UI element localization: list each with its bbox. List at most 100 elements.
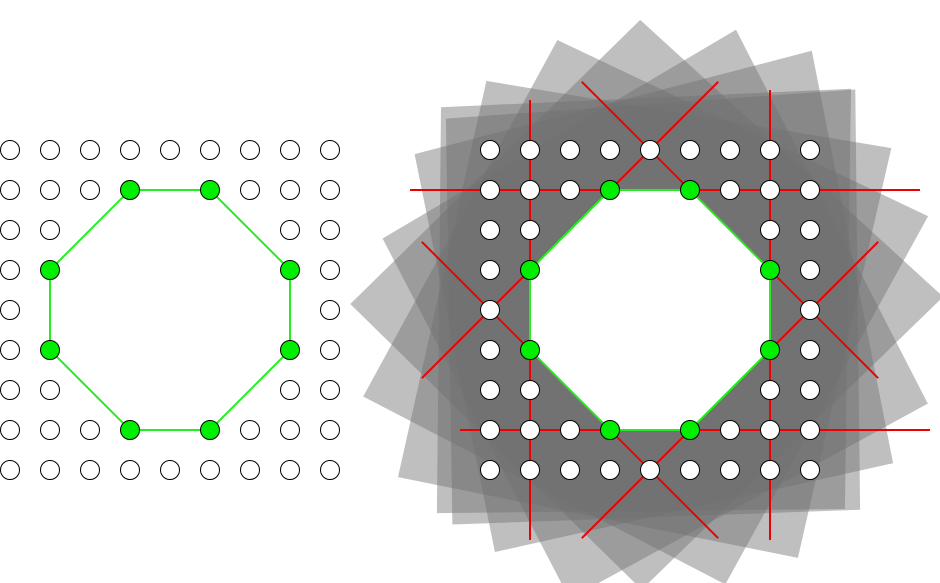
left-grid-dot xyxy=(280,460,300,480)
left-vertex-dot xyxy=(120,420,140,440)
left-grid-dot xyxy=(160,460,180,480)
right-grid-dot xyxy=(720,180,740,200)
left-grid-dot xyxy=(200,140,220,160)
right-grid-dot xyxy=(720,460,740,480)
left-grid-dot xyxy=(40,180,60,200)
left-grid-dot xyxy=(320,180,340,200)
left-grid-dot xyxy=(0,380,20,400)
left-grid-dot xyxy=(80,140,100,160)
left-grid-dot xyxy=(80,180,100,200)
right-grid-dot xyxy=(760,220,780,240)
right-grid-dot xyxy=(800,140,820,160)
right-grid-dot xyxy=(800,420,820,440)
left-grid-dot xyxy=(0,420,20,440)
left-grid-dot xyxy=(280,420,300,440)
right-grid-dot xyxy=(560,460,580,480)
left-grid-dot xyxy=(0,220,20,240)
right-grid-dot xyxy=(680,460,700,480)
left-dot-grid xyxy=(0,140,340,480)
left-grid-dot xyxy=(40,460,60,480)
left-grid-dot xyxy=(280,380,300,400)
left-grid-dot xyxy=(160,140,180,160)
left-octagon xyxy=(49,189,291,431)
left-grid-dot xyxy=(280,140,300,160)
left-vertex-dot xyxy=(40,340,60,360)
right-grid-dot xyxy=(640,140,660,160)
left-grid-dot xyxy=(320,460,340,480)
right-grid-dot xyxy=(640,460,660,480)
left-grid-dot xyxy=(0,140,20,160)
left-grid-dot xyxy=(240,460,260,480)
right-grid-dot xyxy=(800,340,820,360)
right-grid-dot xyxy=(520,420,540,440)
left-grid-dot xyxy=(40,380,60,400)
right-grid-dot xyxy=(480,260,500,280)
left-grid-dot xyxy=(280,220,300,240)
right-grid-dot xyxy=(560,420,580,440)
right-grid-dot xyxy=(520,220,540,240)
left-grid-dot xyxy=(120,140,140,160)
right-dot-grid xyxy=(480,140,820,480)
right-grid-dot xyxy=(800,380,820,400)
right-grid-dot xyxy=(680,140,700,160)
left-grid-dot xyxy=(40,220,60,240)
right-grid-dot xyxy=(520,460,540,480)
right-grid-dot xyxy=(760,460,780,480)
left-grid-dot xyxy=(0,180,20,200)
right-grid-dot xyxy=(480,340,500,360)
left-grid-dot xyxy=(0,460,20,480)
left-grid-dot xyxy=(320,300,340,320)
left-grid-dot xyxy=(240,140,260,160)
right-vertex-dot xyxy=(600,420,620,440)
right-grid-dot xyxy=(760,380,780,400)
left-grid-dot xyxy=(320,380,340,400)
right-grid-dot xyxy=(480,300,500,320)
right-grid-dot xyxy=(520,380,540,400)
left-grid-dot xyxy=(320,260,340,280)
right-grid-dot xyxy=(800,220,820,240)
left-grid-dot xyxy=(40,420,60,440)
left-grid-dot xyxy=(0,260,20,280)
right-grid-dot xyxy=(520,140,540,160)
left-vertex-dot xyxy=(280,260,300,280)
right-grid-dot xyxy=(800,460,820,480)
left-grid-dot xyxy=(80,420,100,440)
left-grid-dot xyxy=(120,460,140,480)
right-grid-dot xyxy=(480,380,500,400)
right-grid-dot xyxy=(720,140,740,160)
right-grid-dot xyxy=(800,180,820,200)
right-grid-dot xyxy=(600,140,620,160)
right-vertex-dot xyxy=(680,420,700,440)
right-vertex-dot xyxy=(760,340,780,360)
right-grid-dot xyxy=(480,140,500,160)
right-grid-dot xyxy=(760,140,780,160)
right-vertex-dot xyxy=(600,180,620,200)
right-vertex-dot xyxy=(520,340,540,360)
right-grid-dot xyxy=(720,420,740,440)
right-grid-dot xyxy=(560,140,580,160)
left-vertex-dot xyxy=(280,340,300,360)
right-grid-dot xyxy=(520,180,540,200)
left-grid-dot xyxy=(320,420,340,440)
left-grid-dot xyxy=(40,140,60,160)
left-grid-dot xyxy=(0,340,20,360)
left-grid-dot xyxy=(320,220,340,240)
right-grid-dot xyxy=(800,260,820,280)
right-vertex-dot xyxy=(760,260,780,280)
left-grid-dot xyxy=(280,180,300,200)
left-grid-dot xyxy=(200,460,220,480)
right-grid-dot xyxy=(480,180,500,200)
left-vertex-dot xyxy=(120,180,140,200)
left-grid-dot xyxy=(240,420,260,440)
right-grid-dot xyxy=(760,420,780,440)
left-grid-dot xyxy=(80,460,100,480)
right-grid-dot xyxy=(560,180,580,200)
left-grid-dot xyxy=(320,340,340,360)
left-vertex-dot xyxy=(200,420,220,440)
left-vertex-dot xyxy=(40,260,60,280)
left-grid-dot xyxy=(240,180,260,200)
left-vertex-dot xyxy=(200,180,220,200)
right-grid-dot xyxy=(480,220,500,240)
right-vertex-dot xyxy=(520,260,540,280)
